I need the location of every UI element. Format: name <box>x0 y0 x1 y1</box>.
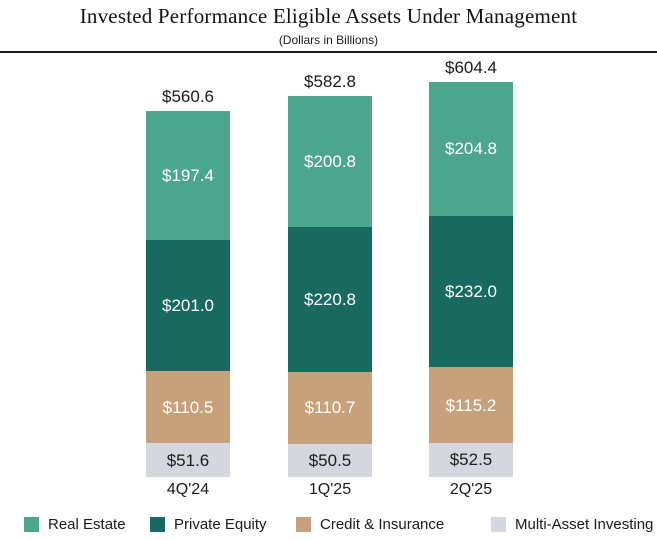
legend-label: Multi-Asset Investing <box>515 515 654 533</box>
bar-4q24: $197.4 $201.0 $110.5 $51.6 <box>146 111 230 477</box>
bar-segment-private-equity: $201.0 <box>146 239 230 372</box>
bar-total-label: $604.4 <box>445 58 497 77</box>
bar-total-label: $582.8 <box>304 72 356 91</box>
segment-value-label: $110.7 <box>304 398 356 418</box>
segment-value-label: $201.0 <box>162 296 214 316</box>
segment-value-label: $50.5 <box>308 450 352 470</box>
bar-segment-real-estate: $204.8 <box>429 82 513 216</box>
segment-value-label: $110.5 <box>162 397 214 417</box>
legend-item-real-estate: Real Estate <box>24 514 126 534</box>
legend-swatch-icon <box>150 516 165 532</box>
legend-label: Real Estate <box>48 515 126 533</box>
segment-value-label: $200.8 <box>304 152 356 172</box>
chart-legend: Real Estate Private Equity Credit & Insura… <box>0 514 657 534</box>
legend-swatch-icon <box>491 516 506 532</box>
x-axis-label-4q24: 4Q'24 <box>166 481 210 498</box>
segment-value-label: $232.0 <box>445 282 497 302</box>
bar-segment-private-equity: $220.8 <box>288 227 372 372</box>
bar-segment-multi-asset-investing: $52.5 <box>429 442 513 478</box>
chart-title: Invested Performance Eligible Assets Und… <box>79 4 578 28</box>
chart-subtitle: (Dollars in Billions) <box>278 33 379 47</box>
segment-value-label: $115.2 <box>445 395 497 415</box>
legend-item-credit-insurance: Credit & Insurance <box>296 514 444 534</box>
segment-value-label: $51.6 <box>166 450 210 470</box>
bar-segment-credit-insurance: $110.5 <box>146 371 230 444</box>
segment-value-label: $204.8 <box>445 139 497 159</box>
segment-value-label: $220.8 <box>304 289 356 309</box>
legend-label: Credit & Insurance <box>320 515 445 533</box>
bar-segment-real-estate: $197.4 <box>146 111 230 240</box>
legend-item-multi-asset-investing: Multi-Asset Investing <box>491 514 653 534</box>
bar-segment-multi-asset-investing: $50.5 <box>288 443 372 477</box>
x-axis-label-2q25: 2Q'25 <box>449 481 493 498</box>
bar-segment-private-equity: $232.0 <box>429 215 513 368</box>
x-axis-label-1q25: 1Q'25 <box>308 481 352 498</box>
bar-segment-credit-insurance: $115.2 <box>429 367 513 443</box>
bar-segment-credit-insurance: $110.7 <box>288 371 372 444</box>
bar-segment-multi-asset-investing: $51.6 <box>146 443 230 477</box>
stacked-bar-chart: $197.4 $201.0 $110.5 $51.6 $560.6 4Q'24 $200.8… <box>0 54 657 498</box>
segment-value-label: $197.4 <box>162 165 214 185</box>
legend-swatch-icon <box>24 516 39 532</box>
bar-2q25: $204.8 $232.0 $115.2 $52.5 <box>429 82 513 478</box>
title-divider-line <box>0 51 657 53</box>
legend-item-private-equity: Private Equity <box>150 514 267 534</box>
bar-1q25: $200.8 $220.8 $110.7 $50.5 <box>288 96 372 477</box>
segment-value-label: $52.5 <box>449 450 493 470</box>
bar-total-label: $560.6 <box>162 87 214 106</box>
bar-segment-real-estate: $200.8 <box>288 96 372 228</box>
legend-swatch-icon <box>296 516 311 532</box>
legend-label: Private Equity <box>174 515 267 533</box>
